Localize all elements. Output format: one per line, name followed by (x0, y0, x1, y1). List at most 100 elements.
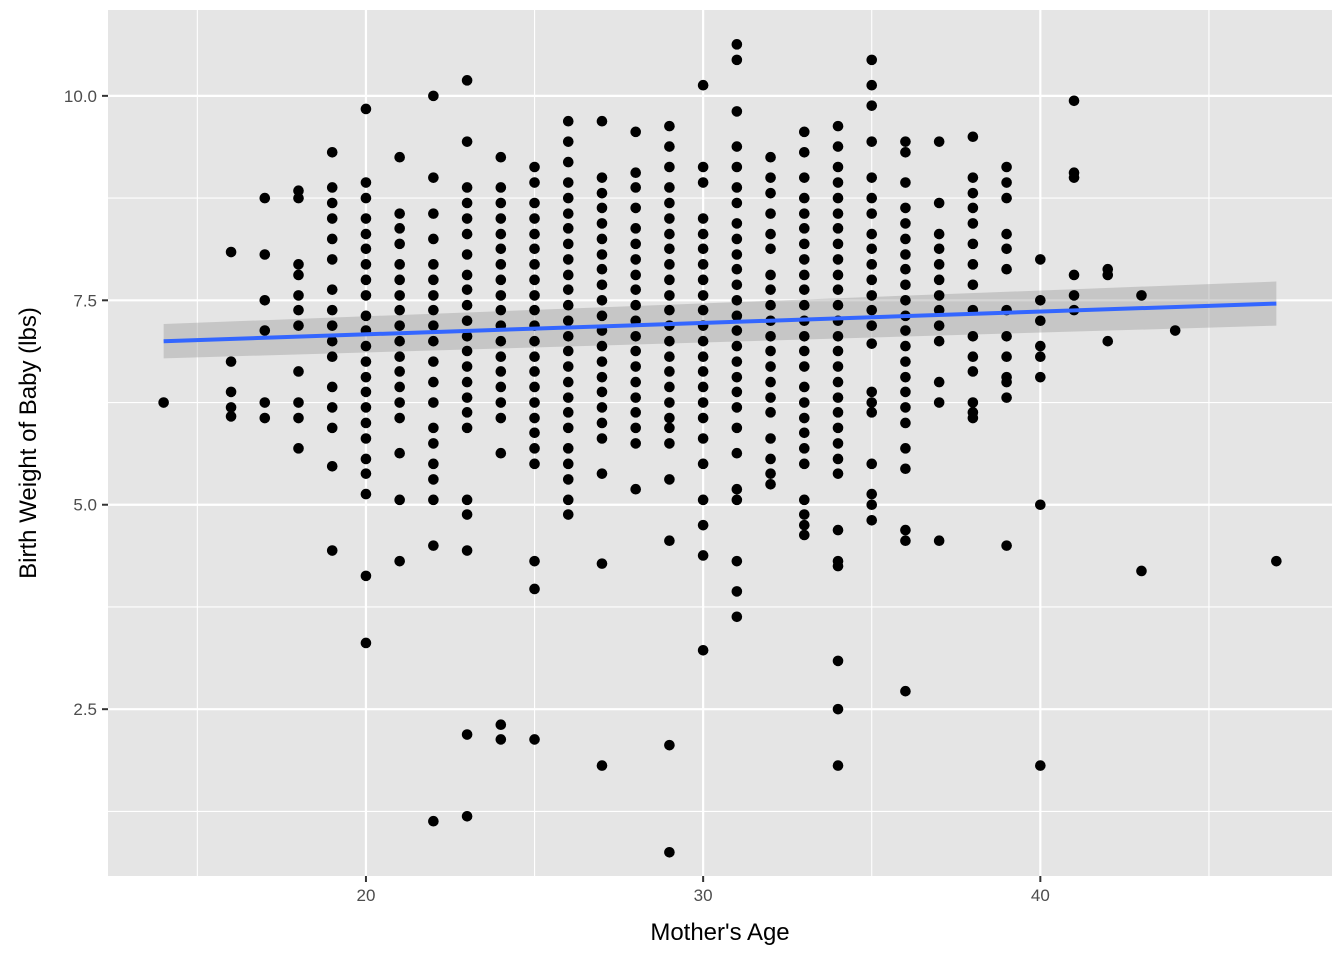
data-point (461, 269, 473, 281)
data-point (596, 279, 608, 291)
data-point (1169, 325, 1181, 336)
data-point (933, 197, 945, 209)
data-point (697, 304, 709, 316)
data-point (326, 197, 338, 209)
data-point (529, 351, 540, 363)
data-point (394, 238, 405, 250)
data-point (765, 407, 776, 418)
data-point (697, 259, 709, 270)
x-axis-title: Mother's Age (650, 919, 789, 946)
data-point (428, 376, 439, 388)
data-point (529, 197, 540, 209)
data-point (900, 524, 911, 536)
data-point (664, 228, 675, 240)
data-point (697, 290, 709, 301)
data-point (697, 228, 709, 240)
data-point (866, 100, 878, 111)
data-point (832, 560, 844, 572)
data-point (731, 54, 743, 66)
data-point (428, 438, 439, 449)
minor-gridlines (108, 10, 1332, 876)
data-point (529, 274, 540, 286)
data-point (293, 192, 304, 204)
data-point (798, 458, 810, 470)
data-point (664, 161, 675, 173)
data-point (1102, 269, 1114, 281)
data-point (832, 655, 844, 667)
data-point (866, 488, 878, 500)
data-point (765, 208, 776, 219)
data-point (495, 197, 507, 209)
data-point (798, 146, 810, 158)
data-point (664, 739, 675, 751)
data-point (562, 299, 574, 311)
data-point (798, 126, 810, 138)
data-point (832, 141, 844, 152)
data-point (866, 274, 878, 286)
data-point (630, 254, 642, 265)
data-point (596, 760, 608, 771)
data-point (529, 443, 540, 454)
data-point (697, 412, 709, 424)
data-point (798, 172, 810, 183)
data-point (495, 366, 507, 377)
data-point (596, 233, 608, 245)
data-point (866, 136, 878, 147)
data-point (360, 340, 372, 352)
data-point (596, 468, 608, 479)
data-point (428, 233, 439, 245)
data-point (697, 550, 709, 561)
data-point (630, 167, 642, 179)
data-point (630, 361, 642, 372)
data-point (562, 443, 574, 454)
data-point (900, 443, 911, 454)
data-point (798, 361, 810, 372)
x-tick-label: 20 (356, 886, 375, 905)
data-point (697, 494, 709, 506)
data-point (933, 320, 945, 331)
data-point (461, 545, 473, 556)
data-point (461, 213, 473, 224)
data-point (630, 392, 642, 403)
data-point (461, 494, 473, 506)
data-point (1035, 315, 1046, 327)
data-point (360, 228, 372, 240)
data-point (630, 330, 642, 342)
data-point (562, 269, 574, 281)
data-point (697, 213, 709, 224)
data-point (461, 392, 473, 403)
data-point (832, 208, 844, 219)
data-point (630, 126, 642, 138)
data-point (596, 295, 608, 306)
data-point (326, 402, 338, 413)
data-point (562, 254, 574, 265)
data-point (731, 141, 743, 152)
data-point (697, 397, 709, 408)
data-point (529, 381, 540, 393)
data-point (664, 535, 675, 547)
data-point (630, 438, 642, 449)
data-point (866, 304, 878, 316)
data-point (866, 192, 878, 204)
data-point (900, 402, 911, 413)
data-point (293, 269, 304, 281)
x-tick-label: 30 (694, 886, 713, 905)
data-point (1001, 192, 1012, 204)
data-point (832, 284, 844, 295)
data-point (731, 161, 743, 173)
data-point (630, 376, 642, 388)
data-point (731, 182, 743, 193)
data-point (428, 274, 439, 286)
data-point (293, 185, 304, 197)
data-point (765, 453, 776, 465)
data-point (866, 320, 878, 331)
data-point (900, 177, 911, 188)
x-tick-label: 40 (1031, 886, 1050, 905)
data-point (529, 228, 540, 240)
data-point (664, 397, 675, 408)
data-point (461, 330, 473, 342)
data-point (664, 381, 675, 393)
data-point (731, 310, 743, 322)
data-point (360, 274, 372, 286)
x-axis-ticks: 20 30 40 (356, 876, 1050, 905)
